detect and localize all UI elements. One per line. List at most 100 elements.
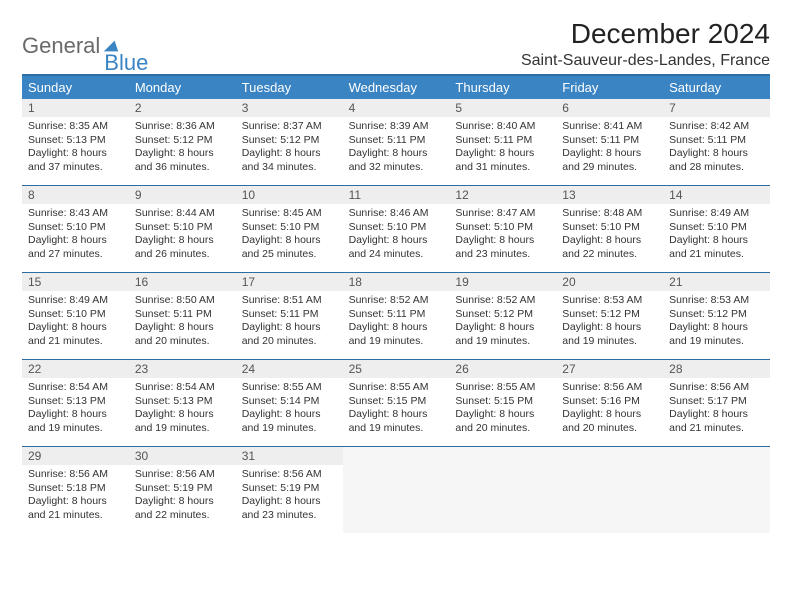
sunset-line: Sunset: 5:13 PM <box>28 134 123 148</box>
day-number: 12 <box>449 186 556 204</box>
day-number: 23 <box>129 360 236 378</box>
daylight-line: Daylight: 8 hours and 31 minutes. <box>455 147 550 174</box>
day-number: 31 <box>236 447 343 465</box>
sunset-line: Sunset: 5:15 PM <box>349 395 444 409</box>
day-cell: Sunrise: 8:56 AMSunset: 5:16 PMDaylight:… <box>556 378 663 446</box>
sunrise-line: Sunrise: 8:40 AM <box>455 120 550 134</box>
sunrise-line: Sunrise: 8:42 AM <box>669 120 764 134</box>
sunset-line: Sunset: 5:11 PM <box>455 134 550 148</box>
sunrise-line: Sunrise: 8:56 AM <box>562 381 657 395</box>
daylight-line: Daylight: 8 hours and 19 minutes. <box>242 408 337 435</box>
sunrise-line: Sunrise: 8:54 AM <box>28 381 123 395</box>
daylight-line: Daylight: 8 hours and 37 minutes. <box>28 147 123 174</box>
day-number: 7 <box>663 99 770 117</box>
day-cell: Sunrise: 8:37 AMSunset: 5:12 PMDaylight:… <box>236 117 343 185</box>
day-number: 13 <box>556 186 663 204</box>
day-cell: Sunrise: 8:40 AMSunset: 5:11 PMDaylight:… <box>449 117 556 185</box>
day-cell: Sunrise: 8:51 AMSunset: 5:11 PMDaylight:… <box>236 291 343 359</box>
sunrise-line: Sunrise: 8:55 AM <box>455 381 550 395</box>
day-number: 2 <box>129 99 236 117</box>
daylight-line: Daylight: 8 hours and 34 minutes. <box>242 147 337 174</box>
sunrise-line: Sunrise: 8:48 AM <box>562 207 657 221</box>
sunrise-line: Sunrise: 8:49 AM <box>669 207 764 221</box>
daylight-line: Daylight: 8 hours and 23 minutes. <box>242 495 337 522</box>
sunrise-line: Sunrise: 8:56 AM <box>135 468 230 482</box>
day-number-row: 15161718192021 <box>22 273 770 291</box>
sunset-line: Sunset: 5:12 PM <box>669 308 764 322</box>
day-cell: Sunrise: 8:56 AMSunset: 5:19 PMDaylight:… <box>236 465 343 533</box>
day-number: 27 <box>556 360 663 378</box>
daylight-line: Daylight: 8 hours and 19 minutes. <box>28 408 123 435</box>
day-number-row: 293031 <box>22 447 770 465</box>
calendar-week: 15161718192021Sunrise: 8:49 AMSunset: 5:… <box>22 272 770 359</box>
day-number-row: 22232425262728 <box>22 360 770 378</box>
sunrise-line: Sunrise: 8:36 AM <box>135 120 230 134</box>
day-cell: Sunrise: 8:53 AMSunset: 5:12 PMDaylight:… <box>556 291 663 359</box>
sunset-line: Sunset: 5:11 PM <box>135 308 230 322</box>
calendar-week: 22232425262728Sunrise: 8:54 AMSunset: 5:… <box>22 359 770 446</box>
day-cell: Sunrise: 8:55 AMSunset: 5:14 PMDaylight:… <box>236 378 343 446</box>
day-cell: Sunrise: 8:35 AMSunset: 5:13 PMDaylight:… <box>22 117 129 185</box>
daylight-line: Daylight: 8 hours and 20 minutes. <box>135 321 230 348</box>
day-number-row: 1234567 <box>22 99 770 117</box>
day-header-cell: Monday <box>129 76 236 99</box>
day-number: 19 <box>449 273 556 291</box>
day-cell: Sunrise: 8:56 AMSunset: 5:17 PMDaylight:… <box>663 378 770 446</box>
daylight-line: Daylight: 8 hours and 20 minutes. <box>562 408 657 435</box>
day-cell: Sunrise: 8:45 AMSunset: 5:10 PMDaylight:… <box>236 204 343 272</box>
sunset-line: Sunset: 5:12 PM <box>562 308 657 322</box>
sunset-line: Sunset: 5:11 PM <box>669 134 764 148</box>
day-number: 14 <box>663 186 770 204</box>
day-cell: Sunrise: 8:49 AMSunset: 5:10 PMDaylight:… <box>663 204 770 272</box>
sunset-line: Sunset: 5:13 PM <box>28 395 123 409</box>
daylight-line: Daylight: 8 hours and 32 minutes. <box>349 147 444 174</box>
day-header-cell: Wednesday <box>343 76 450 99</box>
calendar-week: 293031 Sunrise: 8:56 AM Sunset: 5:18 PM Day… <box>22 446 770 533</box>
day-cell: Sunrise: 8:36 AMSunset: 5:12 PMDaylight:… <box>129 117 236 185</box>
sunrise-line: Sunrise: 8:53 AM <box>669 294 764 308</box>
day-number: 28 <box>663 360 770 378</box>
logo: General Blue <box>22 18 148 68</box>
daylight-line: Daylight: 8 hours and 24 minutes. <box>349 234 444 261</box>
sunset-line: Sunset: 5:11 PM <box>242 308 337 322</box>
sunset-line: Sunset: 5:12 PM <box>455 308 550 322</box>
sunset-line: Sunset: 5:10 PM <box>135 221 230 235</box>
day-cell: Sunrise: 8:47 AMSunset: 5:10 PMDaylight:… <box>449 204 556 272</box>
day-number: 18 <box>343 273 450 291</box>
day-number: 22 <box>22 360 129 378</box>
day-cell <box>556 465 663 533</box>
sunset-line: Sunset: 5:16 PM <box>562 395 657 409</box>
day-number: 30 <box>129 447 236 465</box>
sunrise-line: Sunrise: 8:43 AM <box>28 207 123 221</box>
daylight-line: Daylight: 8 hours and 19 minutes. <box>455 321 550 348</box>
calendar-week: 1234567Sunrise: 8:35 AMSunset: 5:13 PMDa… <box>22 99 770 185</box>
sunrise-line: Sunrise: 8:54 AM <box>135 381 230 395</box>
sunset-line: Sunset: 5:17 PM <box>669 395 764 409</box>
daylight-line: Daylight: 8 hours and 22 minutes. <box>135 495 230 522</box>
day-header-cell: Tuesday <box>236 76 343 99</box>
sunset-line: Sunset: 5:12 PM <box>242 134 337 148</box>
day-number: 10 <box>236 186 343 204</box>
daylight-line: Daylight: 8 hours and 19 minutes. <box>135 408 230 435</box>
sunset-line: Sunset: 5:10 PM <box>242 221 337 235</box>
sunrise-line: Sunrise: 8:53 AM <box>562 294 657 308</box>
sunrise-line: Sunrise: 8:55 AM <box>349 381 444 395</box>
sunrise-line: Sunrise: 8:52 AM <box>349 294 444 308</box>
day-number <box>343 447 450 465</box>
sunrise-line: Sunrise: 8:56 AM <box>242 468 337 482</box>
day-cell: Sunrise: 8:56 AMSunset: 5:19 PMDaylight:… <box>129 465 236 533</box>
daylight-line: Daylight: 8 hours and 20 minutes. <box>242 321 337 348</box>
sunset-line: Sunset: 5:10 PM <box>28 221 123 235</box>
day-header-cell: Friday <box>556 76 663 99</box>
day-cell: Sunrise: 8:39 AMSunset: 5:11 PMDaylight:… <box>343 117 450 185</box>
day-cell: Sunrise: 8:54 AMSunset: 5:13 PMDaylight:… <box>129 378 236 446</box>
sunset-line: Sunset: 5:18 PM <box>28 482 123 496</box>
sunset-line: Sunset: 5:14 PM <box>242 395 337 409</box>
day-header-cell: Thursday <box>449 76 556 99</box>
daylight-line: Daylight: 8 hours and 19 minutes. <box>349 408 444 435</box>
day-number: 11 <box>343 186 450 204</box>
day-cell: Sunrise: 8:41 AMSunset: 5:11 PMDaylight:… <box>556 117 663 185</box>
page-subtitle: Saint-Sauveur-des-Landes, France <box>521 52 770 70</box>
day-cell <box>449 465 556 533</box>
day-number: 3 <box>236 99 343 117</box>
